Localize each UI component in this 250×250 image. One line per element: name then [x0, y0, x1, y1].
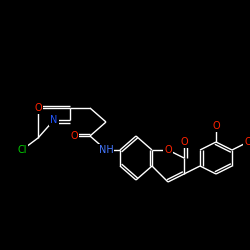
- Text: O: O: [244, 137, 250, 147]
- Text: O: O: [164, 145, 172, 155]
- Text: O: O: [180, 137, 188, 147]
- Text: N: N: [50, 115, 58, 125]
- Text: O: O: [212, 121, 220, 131]
- Text: O: O: [34, 103, 42, 113]
- Text: NH: NH: [98, 145, 114, 155]
- Text: Cl: Cl: [17, 145, 27, 155]
- Text: O: O: [70, 131, 78, 141]
